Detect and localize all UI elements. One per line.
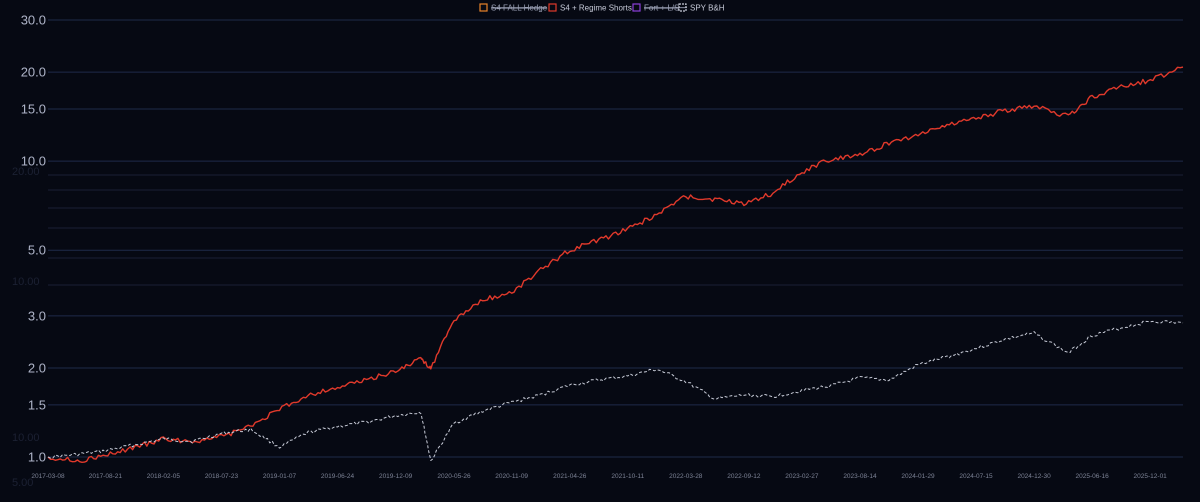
x-tick-label: 2024-12-30 — [1017, 473, 1051, 480]
gridlines — [48, 19, 1183, 458]
x-tick-label: 2020-11-09 — [495, 473, 528, 480]
x-axis: 2017-03-08 2017-08-21 2018-02-05 2018-07-23… — [31, 473, 1167, 480]
y-axis: 30.0 20.0 15.0 10.0 5.0 3.0 2.0 1.5 1.0 — [21, 13, 46, 465]
y-tick-label: 5.0 — [28, 243, 46, 258]
x-tick-label: 2025-12-01 — [1134, 473, 1168, 480]
y-tick-label: 2.0 — [28, 360, 46, 375]
x-tick-label: 2019-06-24 — [321, 473, 355, 480]
legend-swatch — [678, 3, 687, 12]
ghost-axis-label: 10.00 — [12, 432, 40, 444]
legend-label: SPY B&H — [690, 4, 725, 13]
legend-item: Fort + L/S — [632, 3, 687, 13]
legend-item: S4 + Regime Shorts — [548, 3, 632, 13]
x-tick-label: 2024-07-15 — [959, 473, 993, 480]
x-tick-label: 2017-03-08 — [31, 473, 65, 480]
legend-item: SPY B&H — [678, 3, 725, 13]
series-layer — [47, 66, 1184, 463]
x-tick-label: 2018-02-05 — [147, 473, 181, 480]
x-tick-label: 2022-09-12 — [727, 473, 761, 480]
x-tick-label: 2022-03-28 — [669, 473, 703, 480]
legend-swatch — [479, 3, 488, 12]
legend: S4 FALL Hedge S4 + Regime Shorts Fort + L/… — [479, 3, 725, 13]
x-tick-label: 2025-06-16 — [1076, 473, 1110, 480]
x-tick-label: 2019-12-09 — [379, 473, 413, 480]
y-tick-label: 20.0 — [21, 65, 46, 80]
x-tick-label: 2020-05-26 — [437, 473, 471, 480]
y-tick-label: 1.5 — [28, 397, 46, 412]
y-tick-label: 1.0 — [28, 450, 46, 465]
series-line-s4-regime-shorts — [47, 66, 1184, 463]
x-tick-label: 2021-04-26 — [553, 473, 587, 480]
x-tick-label: 2023-08-14 — [843, 473, 877, 480]
ghost-axis-label: 5.00 — [12, 477, 33, 489]
y-tick-label: 30.0 — [21, 13, 46, 28]
y-tick-label: 15.0 — [21, 102, 46, 117]
y-tick-label: 3.0 — [28, 308, 46, 323]
x-tick-label: 2019-01-07 — [263, 473, 297, 480]
x-tick-label: 2018-07-23 — [205, 473, 239, 480]
x-tick-label: 2017-08-21 — [89, 473, 123, 480]
legend-swatch — [548, 3, 557, 12]
legend-item: S4 FALL Hedge — [479, 3, 548, 13]
x-tick-label: 2024-01-29 — [901, 473, 935, 480]
x-tick-label: 2023-02-27 — [785, 473, 819, 480]
x-tick-label: 2021-10-11 — [611, 473, 644, 480]
ghost-background-layer: 20.00 10.00 10.00 5.00 — [12, 166, 1183, 489]
ghost-axis-label: 10.00 — [12, 276, 40, 288]
ghost-axis-label: 20.00 — [12, 166, 40, 178]
legend-label: S4 + Regime Shorts — [560, 4, 632, 13]
y-tick-label: 10.0 — [21, 154, 46, 169]
legend-swatch — [632, 3, 641, 12]
series-line-spy-bh — [47, 320, 1184, 461]
